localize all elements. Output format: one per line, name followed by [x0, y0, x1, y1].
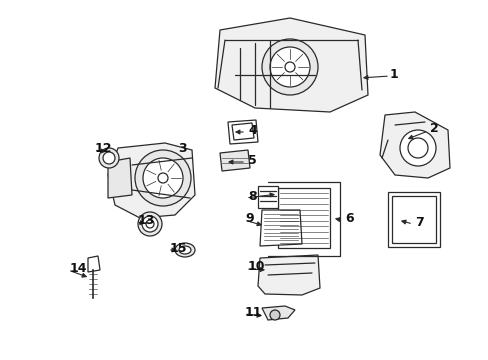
Polygon shape: [258, 255, 319, 295]
Ellipse shape: [179, 246, 191, 254]
Polygon shape: [108, 143, 195, 218]
Circle shape: [399, 130, 435, 166]
Polygon shape: [387, 192, 439, 247]
Circle shape: [142, 216, 158, 232]
Polygon shape: [231, 123, 253, 140]
Circle shape: [158, 173, 168, 183]
Circle shape: [269, 310, 280, 320]
Text: 12: 12: [95, 141, 112, 154]
Text: 3: 3: [178, 141, 186, 154]
Text: 15: 15: [170, 242, 187, 255]
Circle shape: [99, 148, 119, 168]
Circle shape: [262, 39, 317, 95]
Text: 5: 5: [247, 153, 256, 166]
Ellipse shape: [175, 243, 195, 257]
Circle shape: [269, 47, 309, 87]
Circle shape: [285, 62, 294, 72]
Text: 9: 9: [244, 211, 253, 225]
Circle shape: [142, 158, 183, 198]
Polygon shape: [258, 186, 278, 208]
Polygon shape: [262, 306, 294, 320]
Text: 11: 11: [244, 306, 262, 319]
Polygon shape: [220, 150, 249, 171]
Polygon shape: [379, 112, 449, 178]
Text: 13: 13: [138, 213, 155, 226]
Circle shape: [146, 220, 154, 228]
Text: 7: 7: [414, 216, 423, 229]
Text: 8: 8: [247, 189, 256, 202]
Text: 10: 10: [247, 261, 265, 274]
Circle shape: [135, 150, 191, 206]
Polygon shape: [278, 188, 329, 248]
Polygon shape: [260, 210, 302, 246]
Polygon shape: [215, 18, 367, 112]
Circle shape: [103, 152, 115, 164]
Polygon shape: [391, 196, 435, 243]
Circle shape: [138, 212, 162, 236]
Text: 6: 6: [345, 211, 353, 225]
Text: 4: 4: [247, 123, 256, 136]
Polygon shape: [88, 256, 100, 272]
Text: 2: 2: [429, 122, 438, 135]
Polygon shape: [227, 120, 258, 144]
Circle shape: [407, 138, 427, 158]
Text: 1: 1: [389, 68, 398, 81]
Polygon shape: [108, 158, 132, 198]
Text: 14: 14: [70, 261, 87, 274]
